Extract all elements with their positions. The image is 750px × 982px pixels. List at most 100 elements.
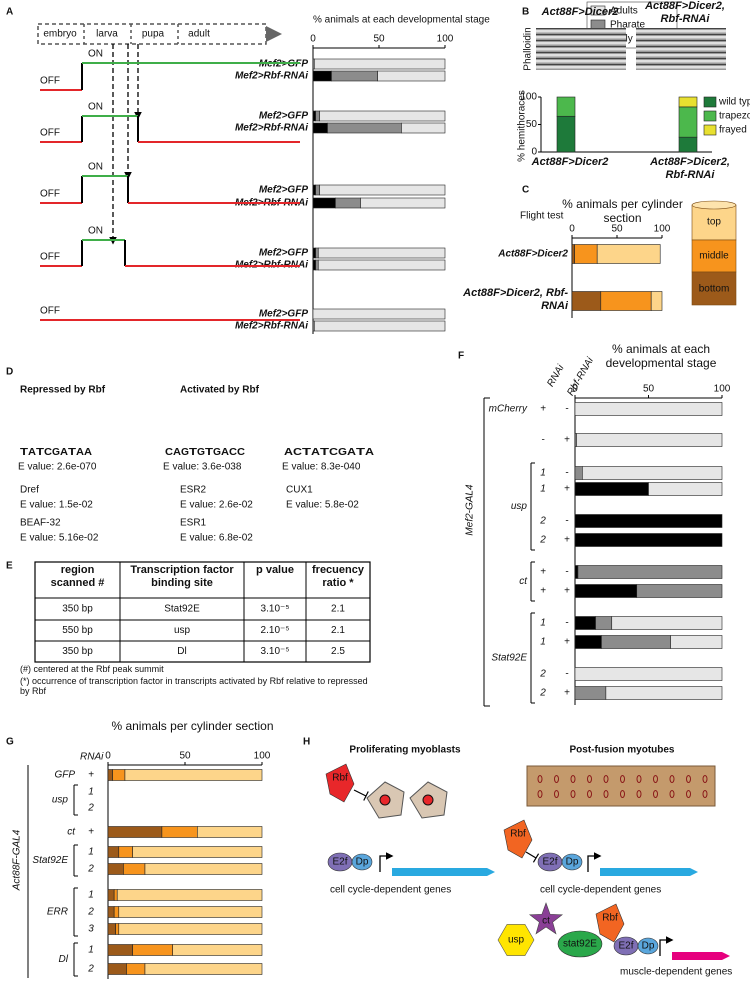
diagram-title: Proliferating myoblasts: [349, 745, 461, 756]
table-cell: 2.1: [331, 625, 345, 636]
x-tick-label: 100: [254, 751, 271, 762]
bar-segment: [571, 244, 576, 264]
group-label: GFP: [54, 770, 75, 781]
bar-segment: [132, 944, 173, 956]
legend-swatch: [703, 110, 717, 122]
promoter-arrow: [587, 852, 602, 872]
image-column-label: Act88F>Dicer2: [541, 6, 619, 18]
bar-segment: [314, 320, 446, 332]
y-tick-label: Mef2>Rbf-RNAi: [235, 71, 308, 82]
chart-title-box: % animals per cylinder section: [562, 198, 683, 225]
bar-segment: [107, 846, 120, 858]
table-frame: [34, 561, 371, 663]
row-label: 2: [87, 907, 94, 918]
row-label: 1: [540, 468, 546, 479]
inhibition-bar: [363, 791, 369, 801]
bar-segment: [576, 433, 723, 447]
group-label: Stat92E: [491, 653, 527, 664]
on-label: ON: [88, 226, 103, 237]
chart-title-box: % animals per cylinder section: [111, 720, 273, 733]
bar-segment: [118, 923, 263, 935]
logo-letter: T: [320, 447, 329, 458]
bar-segment: [115, 923, 120, 935]
logo-letter: C: [165, 447, 173, 458]
bar-segment: [161, 826, 198, 838]
bar-segment: [574, 466, 583, 480]
table-note: (*) occurrence of transcription factor i…: [20, 676, 368, 697]
motif-group-title: Repressed by Rbf: [20, 385, 106, 396]
bar-segment: [574, 635, 602, 649]
bar-segment: [556, 96, 576, 117]
bar-segment: [574, 584, 638, 598]
dp-protein: [561, 853, 583, 871]
protein-label: Rbf: [602, 913, 618, 924]
y-tick-label: Mef2>GFP: [259, 185, 309, 196]
y-tick-label: Mef2>GFP: [259, 59, 309, 70]
logo-letter: G: [181, 447, 189, 458]
off-label: OFF: [40, 76, 60, 87]
bar-segment: [315, 247, 319, 259]
y-tick-label: 100: [520, 92, 537, 103]
off-label: OFF: [40, 252, 60, 263]
motif-evalue: E value: 2.6e-070: [18, 462, 97, 473]
protein-label: Rbf: [332, 773, 348, 784]
legend-label: trapezoid: [719, 111, 750, 122]
bar-segment: [574, 686, 607, 700]
legend-label: bottom: [699, 284, 730, 295]
bar-segment: [600, 291, 652, 311]
bar-segment: [648, 482, 723, 496]
bar-segment: [574, 402, 723, 416]
bar-segment: [574, 667, 723, 681]
x-tick-label: 100: [714, 384, 731, 395]
motif-evalue: E value: 3.6e-038: [163, 462, 242, 473]
bar-segment: [678, 96, 698, 108]
table-cell: 2.1: [331, 604, 345, 615]
stage-arrow: [266, 26, 282, 42]
protein-label: E2f: [542, 857, 557, 868]
bar-segment: [556, 115, 576, 153]
bar-segment: [312, 122, 328, 134]
row-label: -: [565, 567, 568, 578]
row-label: 2: [87, 803, 94, 814]
logo-letter: C: [237, 447, 245, 458]
row-label: 1: [88, 787, 94, 798]
row-label: -: [565, 468, 568, 479]
motif-evalue: E value: 8.3e-040: [282, 462, 361, 473]
myonucleus: [554, 775, 559, 783]
logo-letter: A: [76, 447, 84, 458]
bar-segment: [574, 514, 723, 528]
promoter-arrow: [379, 852, 394, 872]
stage-label: larva: [96, 29, 118, 40]
protein-label: E2f: [332, 857, 347, 868]
bar-segment: [144, 863, 263, 875]
row-label: +: [540, 404, 546, 415]
factor-evalue: E value: 5.8e-02: [286, 500, 359, 511]
bar-segment: [107, 906, 115, 918]
logo-letter: G: [197, 447, 205, 458]
logo-letter: C: [293, 447, 302, 458]
panel-letter: C: [522, 185, 529, 196]
bar-segment: [315, 259, 319, 271]
bar-segment: [678, 136, 698, 153]
bar-segment: [670, 635, 723, 649]
bar-segment: [118, 846, 133, 858]
bar-segment: [574, 482, 649, 496]
y-tick-label: Mef2>Rbf-RNAi: [235, 123, 308, 134]
gene: [392, 868, 495, 876]
x-tick-label: 50: [611, 224, 623, 235]
row-label: +: [564, 435, 570, 446]
bar-segment: [107, 863, 124, 875]
table-cell: 550 bp: [62, 625, 93, 636]
myonucleus: [620, 775, 625, 783]
bar-segment: [107, 826, 163, 838]
group-label: usp: [52, 795, 69, 806]
table-header-box: frecuency ratio *: [312, 564, 364, 589]
logo-letter: C: [229, 447, 237, 458]
y-tick-label: 50: [526, 119, 538, 130]
image-column-label-box: Act88F>Dicer2, Rbf-RNAi: [645, 0, 725, 25]
panel-letter: H: [303, 737, 310, 748]
on-label: ON: [88, 102, 103, 113]
off-label: OFF: [40, 128, 60, 139]
bar-segment: [172, 944, 263, 956]
bar-segment: [636, 584, 723, 598]
